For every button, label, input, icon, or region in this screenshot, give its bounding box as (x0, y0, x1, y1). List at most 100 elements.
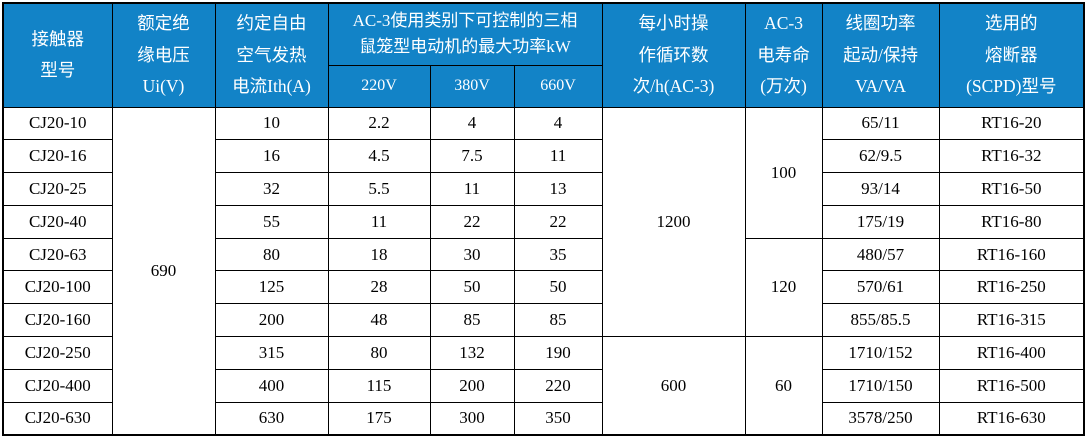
cell-power-380v: 30 (429, 237, 515, 272)
table-row: CJ20-160 200 48 85 85 855/85.5 RT16-315 (2, 303, 1085, 338)
col-header-660v: 660V (513, 64, 603, 108)
cell-thermal-current: 125 (214, 270, 329, 305)
cell-fuse: RT16-400 (938, 336, 1085, 370)
cell-thermal-current: 10 (214, 106, 329, 141)
cell-power-380v: 50 (429, 270, 515, 305)
cell-fuse: RT16-250 (938, 270, 1085, 305)
cell-coil-power: 1710/150 (821, 368, 940, 403)
cell-coil-power: 3578/250 (821, 401, 940, 436)
cell-coil-power: 1710/152 (821, 336, 940, 370)
table-row: CJ20-16 16 4.5 7.5 11 62/9.5 RT16-32 (2, 139, 1085, 174)
cell-coil-power: 855/85.5 (821, 303, 940, 338)
table-row: CJ20-630 630 175 300 350 3578/250 RT16-6… (2, 401, 1085, 436)
cell-power-660v: 35 (513, 237, 603, 272)
cell-fuse: RT16-50 (938, 172, 1085, 206)
cell-cycles-merged-bottom: 600 (601, 336, 746, 436)
col-header-model: 接触器 型号 (2, 2, 113, 108)
cell-power-380v: 22 (429, 204, 515, 239)
col-header-thermal-current: 约定自由 空气发热 电流Ith(A) (214, 2, 329, 108)
cell-thermal-current: 400 (214, 368, 329, 403)
cell-model: CJ20-16 (2, 139, 113, 174)
cell-life-merged-bottom: 60 (744, 336, 823, 436)
cell-power-660v: 22 (513, 204, 603, 239)
cell-power-220v: 11 (327, 204, 431, 239)
cell-power-220v: 18 (327, 237, 431, 272)
cell-power-220v: 2.2 (327, 106, 431, 141)
table-row: CJ20-10 690 10 2.2 4 4 1200 100 65/11 RT… (2, 106, 1085, 436)
table-row: CJ20-100 125 28 50 50 570/61 RT16-250 (2, 270, 1085, 305)
table-row: CJ20-400 400 115 200 220 1710/150 RT16-5… (2, 368, 1085, 403)
cell-fuse: RT16-80 (938, 204, 1085, 239)
cell-power-660v: 350 (513, 401, 603, 436)
cell-coil-power: 65/11 (821, 106, 940, 141)
cell-power-380v: 300 (429, 401, 515, 436)
cell-power-220v: 115 (327, 368, 431, 403)
cell-power-220v: 5.5 (327, 172, 431, 206)
cell-power-380v: 11 (429, 172, 515, 206)
cell-power-660v: 4 (513, 106, 603, 141)
cell-fuse: RT16-500 (938, 368, 1085, 403)
col-header-coil-power: 线圈功率 起动/保持 VA/VA (821, 2, 940, 108)
cell-power-220v: 80 (327, 336, 431, 370)
cell-cycles-merged-top: 1200 (601, 106, 746, 338)
cell-fuse: RT16-160 (938, 237, 1085, 272)
col-header-fuse-type: 选用的 熔断器 (SCPD)型号 (938, 2, 1085, 108)
cell-fuse: RT16-20 (938, 106, 1085, 141)
cell-life-merged-mid: 120 (744, 237, 823, 338)
cell-power-220v: 48 (327, 303, 431, 338)
cell-power-380v: 200 (429, 368, 515, 403)
cell-thermal-current: 32 (214, 172, 329, 206)
cell-fuse: RT16-630 (938, 401, 1085, 436)
cell-coil-power: 570/61 (821, 270, 940, 305)
cell-model: CJ20-10 (2, 106, 113, 141)
cell-thermal-current: 55 (214, 204, 329, 239)
col-header-380v: 380V (429, 64, 515, 108)
col-header-220v: 220V (327, 64, 431, 108)
header-row-voltages: 220V 380V 660V (3, 64, 1084, 108)
col-header-ac3-motor-power-group: AC-3使用类别下可控制的三相 鼠笼型电动机的最大功率kW (327, 2, 603, 66)
cell-coil-power: 62/9.5 (821, 139, 940, 174)
cell-fuse: RT16-315 (938, 303, 1085, 338)
cell-model: CJ20-40 (2, 204, 113, 239)
cell-model: CJ20-160 (2, 303, 113, 338)
cell-power-660v: 11 (513, 139, 603, 174)
cell-model: CJ20-250 (2, 336, 113, 370)
cell-power-660v: 50 (513, 270, 603, 305)
cell-thermal-current: 315 (214, 336, 329, 370)
cell-power-380v: 4 (429, 106, 515, 141)
cell-fuse: RT16-32 (938, 139, 1085, 174)
cell-power-380v: 132 (429, 336, 515, 370)
cell-power-660v: 220 (513, 368, 603, 403)
cell-thermal-current: 80 (214, 237, 329, 272)
cell-coil-power: 480/57 (821, 237, 940, 272)
cell-power-660v: 85 (513, 303, 603, 338)
cell-power-660v: 13 (513, 172, 603, 206)
cell-power-380v: 85 (429, 303, 515, 338)
cell-power-380v: 7.5 (429, 139, 515, 174)
cell-model: CJ20-63 (2, 237, 113, 272)
cell-power-660v: 190 (513, 336, 603, 370)
cell-life-merged-top: 100 (744, 106, 823, 239)
cell-model: CJ20-630 (2, 401, 113, 436)
col-header-electrical-life: AC-3 电寿命 (万次) (744, 2, 823, 108)
header-row-group: 接触器 型号 额定绝 缘电压 Ui(V) 约定自由 空气发热 电流Ith(A) … (2, 2, 1085, 108)
col-header-operating-cycles: 每小时操 作循环数 次/h(AC-3) (601, 2, 746, 108)
cell-thermal-current: 630 (214, 401, 329, 436)
cell-coil-power: 175/19 (821, 204, 940, 239)
cell-model: CJ20-100 (2, 270, 113, 305)
cell-power-220v: 175 (327, 401, 431, 436)
table-row: CJ20-40 55 11 22 22 175/19 RT16-80 (2, 204, 1085, 239)
cell-coil-power: 93/14 (821, 172, 940, 206)
cell-model: CJ20-25 (2, 172, 113, 206)
cell-power-220v: 4.5 (327, 139, 431, 174)
table-row: CJ20-250 315 80 132 190 600 60 1710/152 … (2, 336, 1085, 436)
cell-thermal-current: 16 (214, 139, 329, 174)
cell-thermal-current: 200 (214, 303, 329, 338)
cell-model: CJ20-400 (2, 368, 113, 403)
cell-insulation-voltage-merged: 690 (111, 106, 216, 436)
col-header-insulation-voltage: 额定绝 缘电压 Ui(V) (111, 2, 216, 108)
cell-power-220v: 28 (327, 270, 431, 305)
table-row: CJ20-25 32 5.5 11 13 93/14 RT16-50 (2, 172, 1085, 206)
